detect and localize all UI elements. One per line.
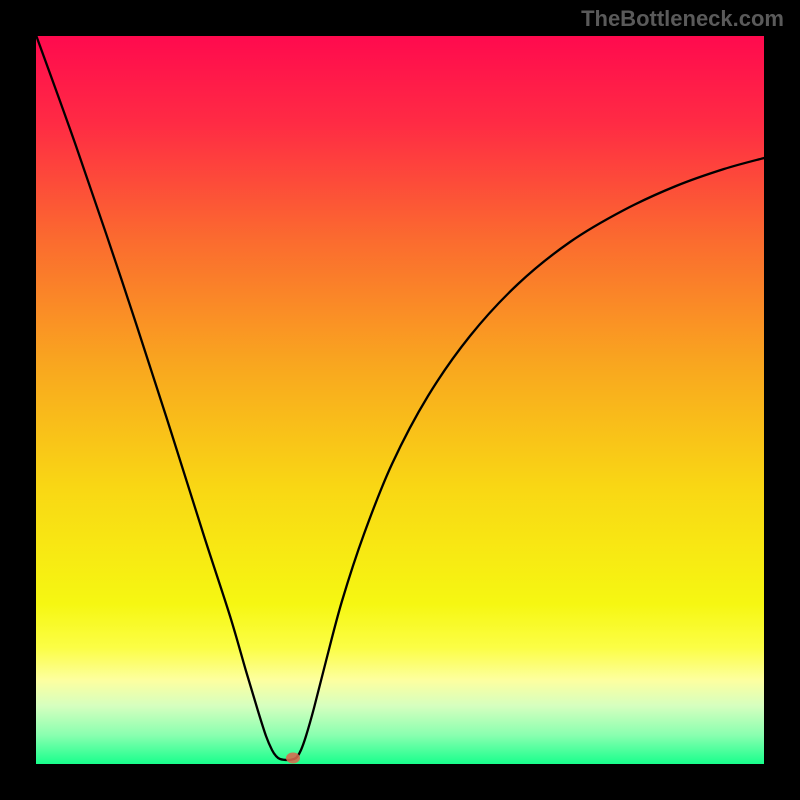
- plot-area: [36, 36, 764, 764]
- outer-frame: TheBottleneck.com: [0, 0, 800, 800]
- watermark-text: TheBottleneck.com: [581, 6, 784, 32]
- minimum-marker: [286, 753, 300, 764]
- gradient-background: [36, 36, 764, 764]
- plot-svg: [36, 36, 764, 764]
- bottleneck-curve: [36, 36, 764, 760]
